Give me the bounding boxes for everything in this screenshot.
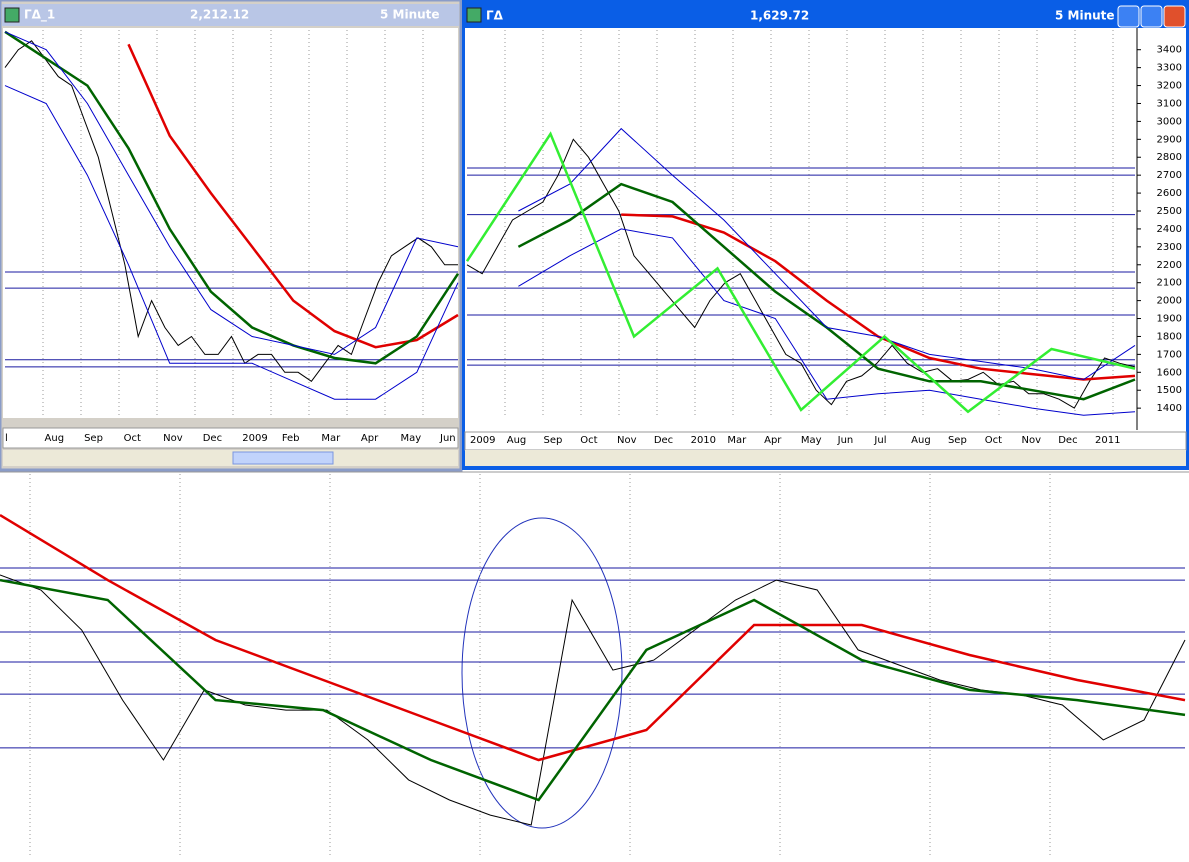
annotation-ellipse <box>461 517 623 829</box>
x-tick-label: Mar <box>321 433 341 444</box>
x-tick-label: 2011 <box>1095 435 1120 446</box>
y-tick-label: 2800 <box>1157 152 1182 163</box>
x-tick-label: 2009 <box>242 433 267 444</box>
x-tick-label: Sep <box>948 435 967 446</box>
scroll-thumb[interactable] <box>232 451 334 465</box>
close-button[interactable] <box>1163 5 1186 28</box>
series-line <box>518 127 1136 381</box>
y-tick-label: 3100 <box>1157 98 1182 109</box>
title-bar[interactable] <box>2 4 459 26</box>
scrollbar[interactable] <box>465 450 1186 466</box>
y-tick-label: 2100 <box>1157 278 1182 289</box>
x-axis-strip <box>464 431 1187 451</box>
x-tick-label: Apr <box>764 435 782 446</box>
y-tick-label: 1700 <box>1157 349 1182 360</box>
series-line <box>4 40 458 382</box>
x-tick-label: Oct <box>580 435 597 446</box>
x-axis-strip <box>2 427 459 449</box>
x-tick-label: Oct <box>124 433 141 444</box>
y-tick-label: 2600 <box>1157 188 1182 199</box>
series-line <box>4 31 459 355</box>
y-tick-label: 3300 <box>1157 63 1182 74</box>
plots: l Aug Sep Oct Nov Dec 2009 Feb Mar Apr May Jun 1400 1… <box>0 30 1186 856</box>
x-tick-label: Nov <box>163 433 183 444</box>
y-tick-label: 1500 <box>1157 385 1182 396</box>
x-tick-label: Sep <box>544 435 563 446</box>
x-tick-label: Jun <box>837 435 854 446</box>
window-interval: 5 Minute <box>1055 9 1115 23</box>
x-tick-label: Aug <box>911 435 931 446</box>
y-tick-label: 1600 <box>1157 367 1182 378</box>
y-tick-label: 2300 <box>1157 242 1182 253</box>
window-body <box>465 28 1186 466</box>
series-line <box>127 43 459 349</box>
y-tick-label: 2900 <box>1157 134 1182 145</box>
y-tick-label: 3200 <box>1157 81 1182 92</box>
x-tick-label: Feb <box>282 433 300 444</box>
series-line <box>0 578 1186 802</box>
x-tick-label: May <box>400 433 421 444</box>
series-line <box>0 514 1186 762</box>
x-tick-label: Nov <box>617 435 637 446</box>
x-tick-label: Dec <box>654 435 673 446</box>
y-tick-label: 2200 <box>1157 260 1182 271</box>
minimize-button[interactable] <box>1117 5 1140 28</box>
x-tick-label: l <box>5 433 8 444</box>
x-tick-label: Jul <box>873 435 886 446</box>
y-tick-label: 2000 <box>1157 296 1182 307</box>
x-tick-label: Dec <box>1058 435 1077 446</box>
x-tick-label: Aug <box>507 435 527 446</box>
y-tick-label: 1400 <box>1157 403 1182 414</box>
series-line <box>518 228 1136 416</box>
x-tick-label: Aug <box>45 433 65 444</box>
x-tick-label: Mar <box>727 435 747 446</box>
y-tick-label: 1800 <box>1157 331 1182 342</box>
series-line <box>465 131 1136 414</box>
x-tick-label: Oct <box>985 435 1002 446</box>
window-price: 1,629.72 <box>750 9 809 23</box>
y-tick-label: 2700 <box>1157 170 1182 181</box>
window-icon <box>4 7 20 23</box>
window-title: ГΔ <box>486 9 504 23</box>
x-tick-label: Sep <box>84 433 103 444</box>
window-price: 2,212.12 <box>190 8 249 22</box>
x-tick-label: Dec <box>203 433 222 444</box>
y-tick-label: 1900 <box>1157 314 1182 325</box>
window-interval: 5 Minute <box>380 8 440 22</box>
x-tick-label: Jun <box>439 433 456 444</box>
y-tick-label: 2400 <box>1157 224 1182 235</box>
x-tick-label: Nov <box>1021 435 1041 446</box>
y-tick-label: 2500 <box>1157 206 1182 217</box>
window-icon <box>466 7 482 23</box>
maximize-button[interactable] <box>1140 5 1163 28</box>
window-title: ГΔ_1 <box>24 8 55 23</box>
y-tick-label: 3000 <box>1157 116 1182 127</box>
x-tick-label: May <box>801 435 822 446</box>
y-tick-label: 3400 <box>1157 45 1182 56</box>
x-tick-label: Apr <box>361 433 379 444</box>
scrollbar[interactable] <box>3 450 458 466</box>
series-line <box>4 85 459 400</box>
x-tick-label: 2010 <box>691 435 716 446</box>
x-tick-label: 2009 <box>470 435 495 446</box>
series-line <box>4 30 460 365</box>
